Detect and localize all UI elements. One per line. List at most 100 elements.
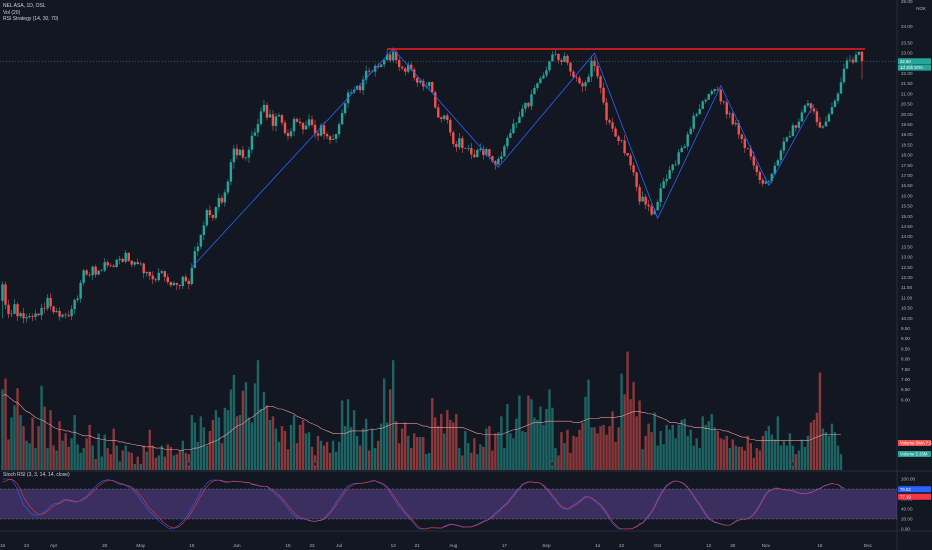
candle-body	[223, 192, 227, 203]
candle	[364, 65, 368, 85]
candle-body	[437, 107, 440, 118]
volume-bar	[689, 429, 692, 470]
volume-bar	[334, 451, 338, 470]
y-tick-label: 16.50	[901, 183, 913, 188]
candle	[223, 189, 227, 207]
candle	[262, 99, 266, 113]
candle	[85, 268, 88, 276]
candle	[515, 122, 518, 129]
candle-body	[638, 186, 641, 202]
candle	[647, 200, 650, 212]
candle-body	[385, 54, 389, 61]
strategy-indicator-label: RSI Strategy (14, 30, 70)	[3, 16, 59, 23]
candle	[413, 67, 416, 81]
volume-bar	[773, 439, 777, 470]
candle-body	[10, 313, 13, 315]
countdown-badge-bg	[898, 64, 931, 71]
candle	[509, 129, 512, 138]
volume-bar	[352, 410, 356, 470]
volume-bar	[677, 424, 680, 470]
y-tick-label: 23.50	[901, 40, 913, 45]
candle	[172, 280, 175, 286]
candle-body	[734, 123, 737, 125]
candle-body	[106, 262, 109, 266]
volume-bar	[181, 440, 185, 470]
volume-bar	[482, 446, 485, 470]
volume-bar	[301, 419, 305, 470]
candle	[232, 144, 236, 169]
candle	[476, 148, 479, 158]
candle	[812, 106, 816, 115]
volume-bar	[316, 435, 320, 470]
candle	[611, 117, 614, 133]
candle-body	[340, 113, 344, 125]
volume-bar	[319, 440, 323, 470]
candle-body	[148, 271, 151, 276]
volume-bar	[121, 450, 124, 470]
candle-body	[196, 246, 200, 252]
volume-bar	[196, 441, 200, 470]
volume-bar	[280, 426, 284, 470]
candle	[163, 270, 166, 282]
candle-body	[590, 60, 593, 77]
volume-bar	[385, 422, 389, 470]
candle-body	[800, 112, 804, 122]
volume-bar	[220, 443, 224, 470]
x-tick-label: 21	[415, 543, 421, 548]
volume-bar	[148, 429, 151, 470]
volume-bar	[10, 417, 13, 470]
candle-body	[397, 60, 401, 67]
candle	[623, 135, 626, 156]
candle-body	[758, 172, 762, 180]
volume-bar	[659, 430, 662, 470]
volume-bar	[566, 429, 569, 470]
candle	[244, 156, 248, 161]
candle	[319, 123, 323, 137]
candle-body	[857, 51, 861, 55]
volume-bar	[208, 430, 212, 470]
volume-bar	[611, 411, 614, 470]
volume-bar	[145, 451, 148, 470]
rsi-k-badge-bg	[898, 486, 931, 493]
candle-body	[46, 297, 49, 309]
candle	[461, 135, 464, 153]
volume-bar	[590, 427, 593, 470]
y-tick-label: 8.00	[901, 357, 910, 362]
volume-bar	[88, 424, 91, 470]
rsi-tick-label: 100.00	[901, 477, 915, 482]
volume-bar	[76, 444, 79, 470]
candle	[773, 162, 777, 176]
candle-body	[515, 123, 518, 124]
y-tick-label: 19.50	[901, 122, 913, 127]
volume-sma-badge-text: Volume SMA 7.53M	[900, 441, 932, 446]
candle	[205, 208, 209, 228]
candle-body	[367, 70, 371, 72]
candle	[307, 114, 311, 129]
candle-body	[821, 126, 825, 128]
candle	[196, 242, 200, 257]
candle	[731, 110, 734, 126]
candle	[563, 52, 566, 63]
rsi-tick-label: 40.00	[901, 507, 913, 512]
event-marker-circle	[549, 461, 556, 467]
volume-bar	[728, 448, 731, 470]
x-tick-label: 22	[619, 543, 625, 548]
volume-bar	[232, 374, 236, 470]
candle	[199, 234, 203, 250]
candle-body	[61, 314, 64, 317]
candle	[470, 143, 473, 160]
volume-bar	[650, 432, 653, 470]
candle-body	[782, 141, 786, 151]
volume-bar	[1, 389, 4, 470]
volume-bar	[184, 452, 188, 470]
candle	[512, 118, 515, 135]
x-tick-label: 24	[24, 543, 30, 548]
candle-body	[593, 60, 596, 67]
candle-body	[431, 82, 434, 93]
candle-body	[43, 307, 46, 309]
candle	[91, 265, 94, 280]
candle	[845, 57, 849, 69]
candle	[178, 284, 182, 290]
candle	[542, 72, 545, 80]
